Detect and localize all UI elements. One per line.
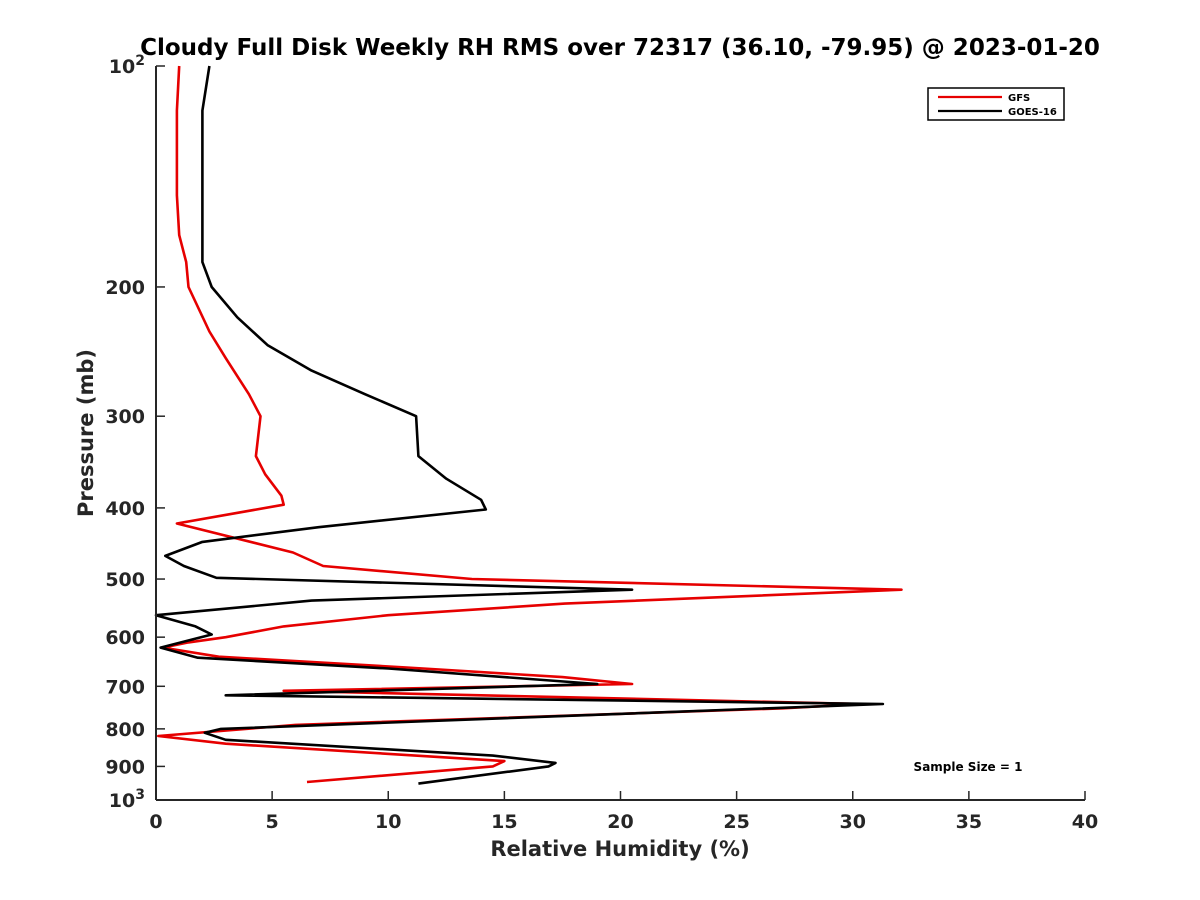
legend: GFS GOES-16 [927,87,1065,121]
x-axis-label: Relative Humidity (%) [490,837,749,861]
x-tick-label: 0 [149,811,162,833]
series-line-goes-16 [154,65,885,785]
legend-label-goes-16: GOES-16 [1008,107,1057,118]
sample-size-annotation: Sample Size = 1 [914,760,1023,774]
x-tick-label: 40 [1072,811,1098,833]
ticks: 0 5 10 15 20 25 30 35 40 102 200 300 400 500 600 700 800… [105,53,1098,833]
x-tick-label: 10 [375,811,401,833]
y-tick-label: 800 [105,719,145,741]
x-tick-label: 30 [840,811,866,833]
y-axis-label: Pressure (mb) [74,349,98,517]
y-tick-label: 300 [105,406,145,428]
x-tick-label: 15 [491,811,517,833]
y-tick-label: 400 [105,498,145,520]
y-tick-label: 600 [105,627,145,649]
y-tick-label: 103 [109,787,145,812]
legend-label-gfs: GFS [1008,93,1030,104]
y-tick-label: 900 [105,756,145,778]
chart-title: Cloudy Full Disk Weekly RH RMS over 7231… [140,35,1100,61]
x-tick-label: 5 [266,811,279,833]
y-tick-label: 500 [105,569,145,591]
series-layer [154,65,903,785]
x-tick-label: 35 [956,811,982,833]
y-tick-label: 200 [105,277,145,299]
x-tick-label: 20 [607,811,633,833]
y-tick-label: 700 [105,676,145,698]
legend-box [927,87,1065,121]
x-tick-label: 25 [723,811,749,833]
y-tick-label: 102 [109,53,145,78]
